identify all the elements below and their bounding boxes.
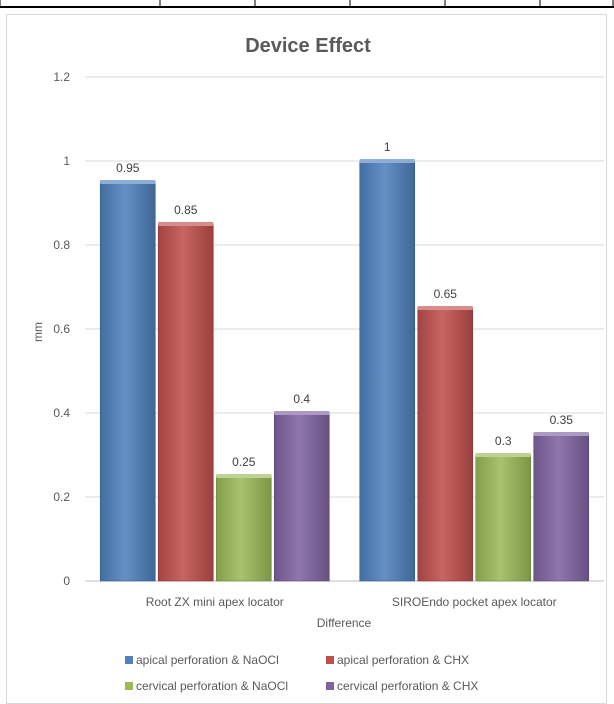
bar xyxy=(273,412,330,582)
y-tick-label: 0.6 xyxy=(53,322,70,336)
x-tick-label: SIROEndo pocket apex locator xyxy=(392,595,557,609)
y-tick-label: 0 xyxy=(63,574,70,588)
legend-label: apical perforation & CHX xyxy=(337,653,469,667)
bar xyxy=(359,160,416,582)
x-axis-title: Difference xyxy=(317,616,372,630)
data-label: 0.65 xyxy=(434,287,458,301)
bar xyxy=(215,475,272,582)
bar-top xyxy=(100,180,156,184)
x-tick-label: Root ZX mini apex locator xyxy=(146,595,284,609)
legend-label: cervical perforation & NaOCl xyxy=(136,679,288,693)
bar-top xyxy=(533,432,589,436)
legend-swatch xyxy=(125,682,133,690)
top-table-strip xyxy=(0,0,614,8)
legend-label: apical perforation & NaOCl xyxy=(136,653,279,667)
bar xyxy=(157,223,214,582)
y-axis-ticks: 0 0.2 0.4 0.6 0.8 1 1.2 xyxy=(53,70,70,588)
data-labels: 0.95 0.85 0.25 0.4 1 0.65 0.3 0.35 xyxy=(116,140,573,469)
bar xyxy=(475,454,532,582)
y-tick-label: 0.8 xyxy=(53,238,70,252)
bar xyxy=(417,307,474,582)
bar-top xyxy=(274,411,330,415)
legend-label: cervical perforation & CHX xyxy=(337,679,478,693)
data-label: 0.3 xyxy=(495,434,512,448)
chart-title: Device Effect xyxy=(245,35,371,57)
bars xyxy=(99,159,590,582)
data-label: 0.4 xyxy=(293,392,310,406)
bar xyxy=(533,433,590,582)
y-axis-title: mm xyxy=(31,322,45,342)
bar-top xyxy=(359,159,415,163)
bar-top xyxy=(475,453,531,457)
legend-swatch xyxy=(326,682,334,690)
bar-top xyxy=(158,222,214,226)
legend-swatch xyxy=(326,656,334,664)
data-label: 0.25 xyxy=(232,455,256,469)
legend-swatch xyxy=(125,656,133,664)
y-tick-label: 0.2 xyxy=(53,490,70,504)
y-tick-label: 1 xyxy=(63,154,70,168)
bar xyxy=(99,181,156,582)
data-label: 0.35 xyxy=(550,413,574,427)
data-label: 1 xyxy=(384,140,391,154)
y-tick-label: 0.4 xyxy=(53,406,70,420)
bar-top xyxy=(417,306,473,310)
x-axis-ticks: Root ZX mini apex locator SIROEndo pocket… xyxy=(146,595,557,609)
legend: apical perforation & NaOCl apical perfora… xyxy=(125,653,478,693)
bar-top xyxy=(216,474,272,478)
data-label: 0.85 xyxy=(174,203,198,217)
y-tick-label: 1.2 xyxy=(53,70,70,84)
data-label: 0.95 xyxy=(116,161,140,175)
